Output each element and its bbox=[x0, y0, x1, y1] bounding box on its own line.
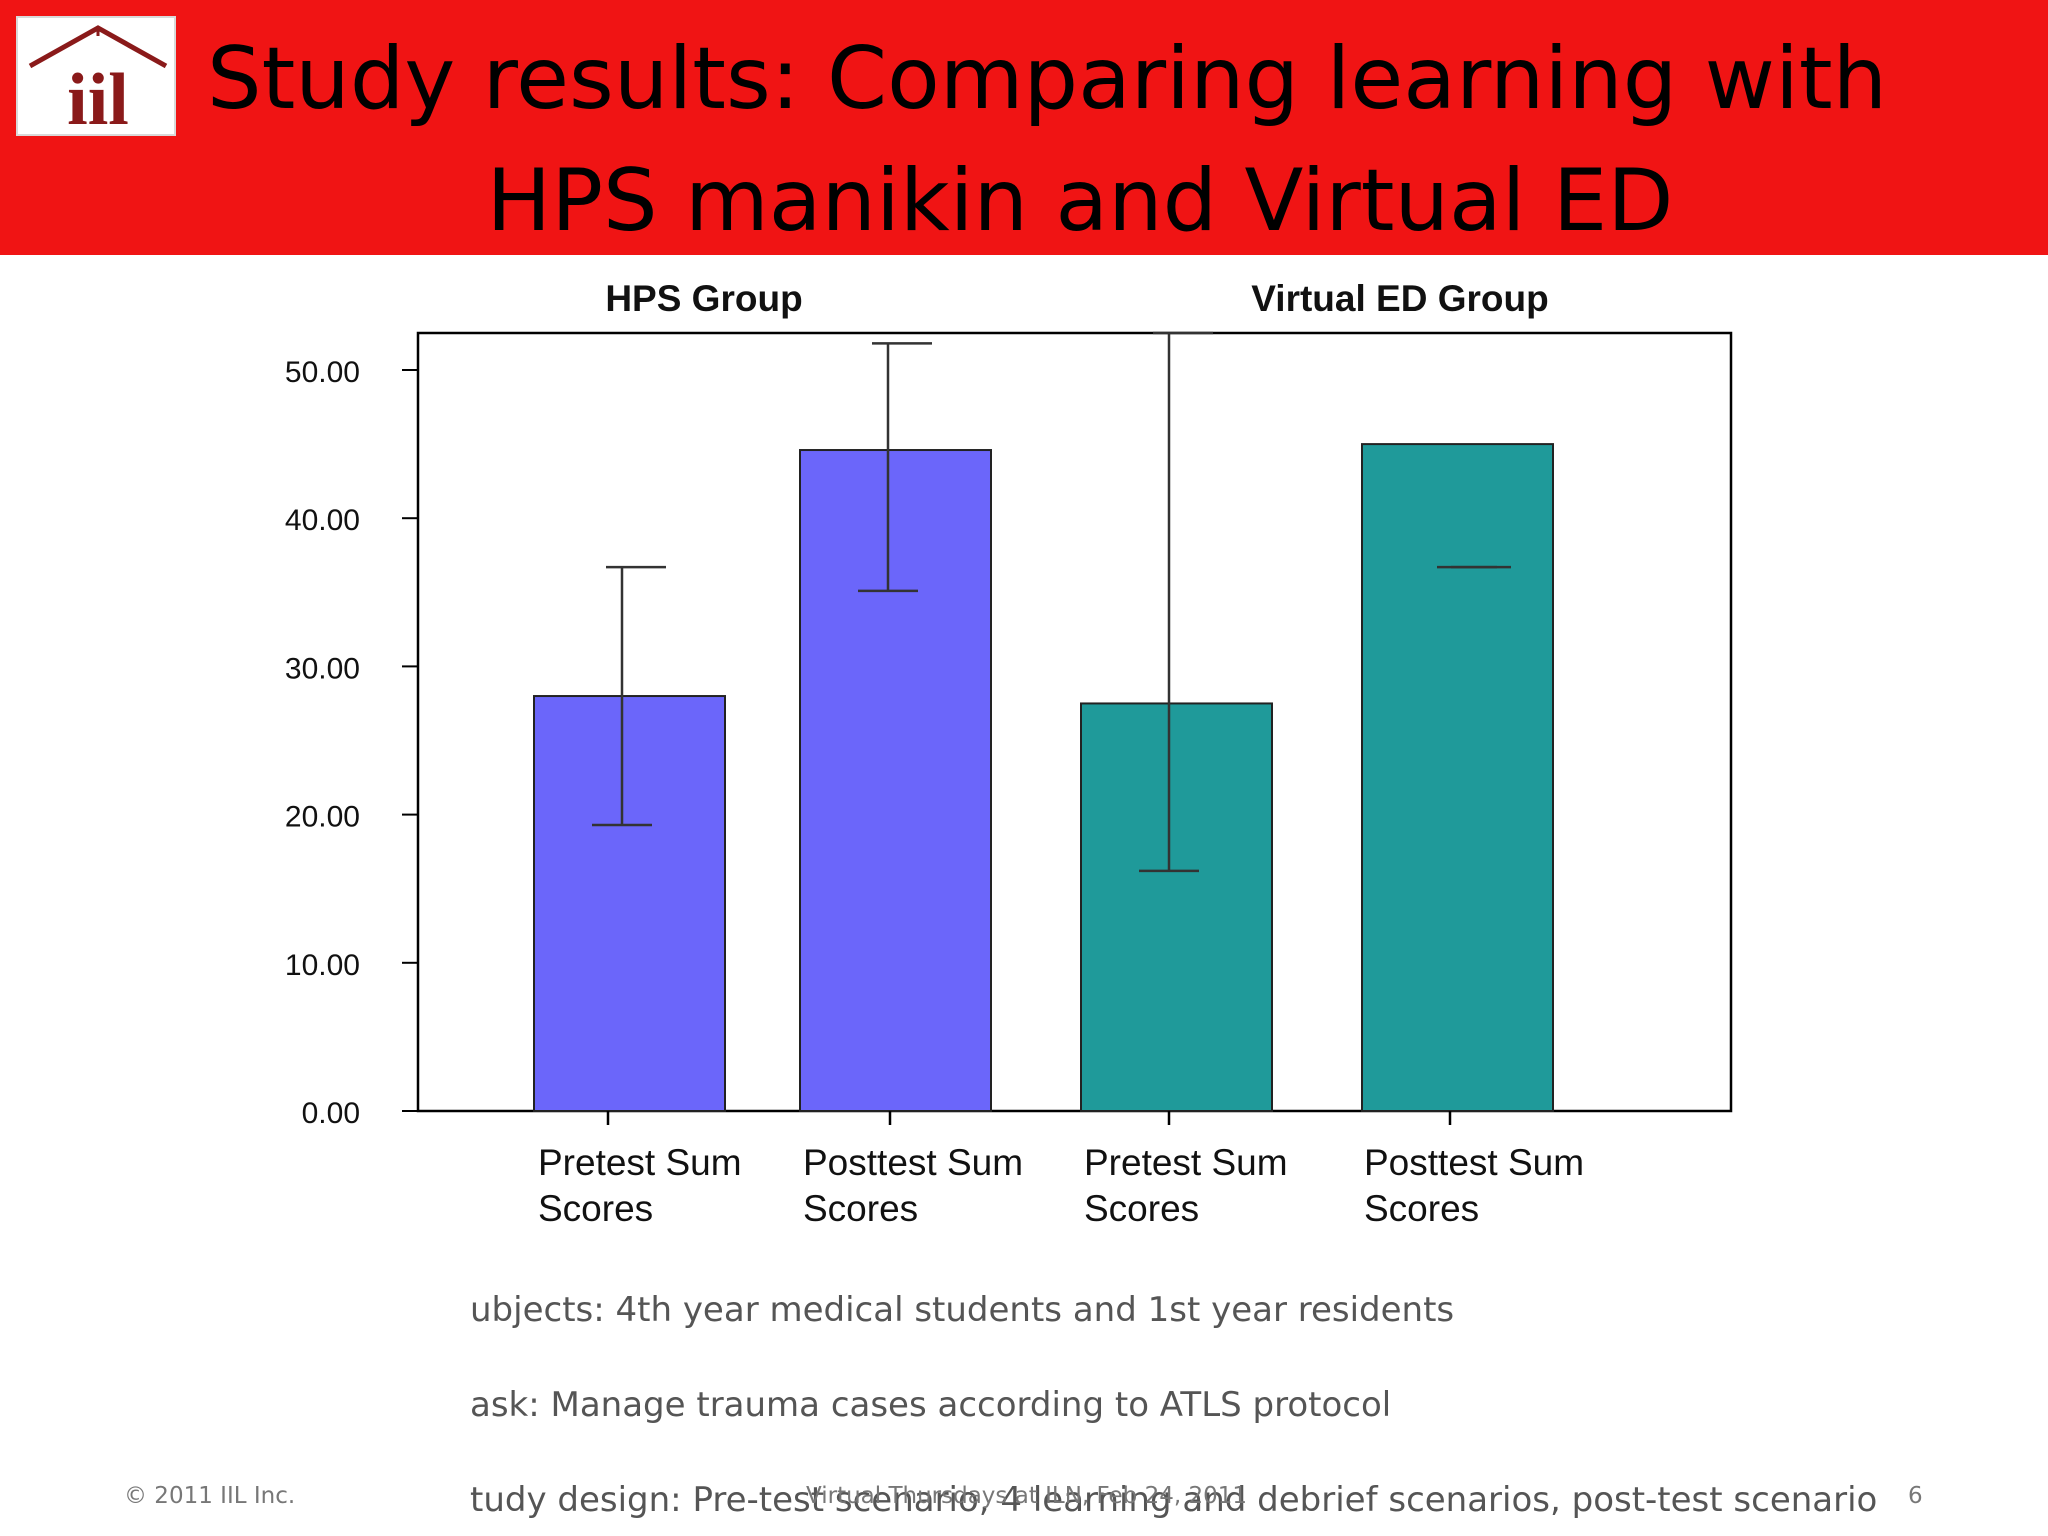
x-tick-label: Posttest Sum bbox=[1364, 1142, 1584, 1183]
footer-center: Virtual Thursdays at ILN, Feb 24, 2011 bbox=[806, 1483, 1248, 1509]
footer-copyright: © 2011 IIL Inc. bbox=[124, 1483, 296, 1509]
bar bbox=[1361, 443, 1554, 1113]
iil-logo: iil bbox=[16, 16, 176, 138]
bar bbox=[1080, 702, 1273, 1112]
group-label: HPS Group bbox=[605, 278, 802, 319]
x-tick-label: Scores bbox=[538, 1188, 653, 1229]
x-tick-label: Pretest Sum bbox=[538, 1142, 742, 1183]
y-tick-label: 50.00 bbox=[285, 356, 360, 389]
y-tick-label: 20.00 bbox=[285, 801, 360, 834]
bar bbox=[533, 695, 726, 1112]
title-line-2: HPS manikin and Virtual ED bbox=[486, 151, 1674, 251]
x-tick-label: Scores bbox=[1084, 1188, 1199, 1229]
title-banner: iil Study results: Comparing learning wi… bbox=[0, 0, 2048, 255]
y-tick-label: 10.00 bbox=[285, 949, 360, 982]
title-line-1: Study results: Comparing learning with bbox=[207, 29, 1888, 129]
logo-text: iil bbox=[67, 59, 129, 138]
bar bbox=[799, 449, 992, 1112]
x-tick-label: Scores bbox=[803, 1188, 918, 1229]
y-tick-label: 40.00 bbox=[285, 504, 360, 537]
slide-title: Study results: Comparing learning with H… bbox=[190, 18, 1970, 262]
x-tick-label: Scores bbox=[1364, 1188, 1479, 1229]
note-task: ask: Manage trauma cases according to AT… bbox=[470, 1385, 1392, 1425]
y-tick-label: 30.00 bbox=[285, 652, 360, 685]
house-logo-icon: iil bbox=[28, 25, 168, 138]
x-tick-label: Posttest Sum bbox=[803, 1142, 1023, 1183]
group-label: Virtual ED Group bbox=[1251, 278, 1548, 319]
y-tick-label: 0.00 bbox=[302, 1097, 360, 1130]
note-subjects: ubjects: 4th year medical students and 1… bbox=[470, 1290, 1455, 1330]
footer-page-number: 6 bbox=[1908, 1483, 1923, 1509]
note-study-design: tudy design: Pre-test scenario, 4 learni… bbox=[470, 1480, 1878, 1520]
x-tick-label: Pretest Sum bbox=[1084, 1142, 1288, 1183]
bar-chart: HPS Group Virtual ED Group 0.00 10.00 20.00 3… bbox=[285, 278, 1733, 1229]
